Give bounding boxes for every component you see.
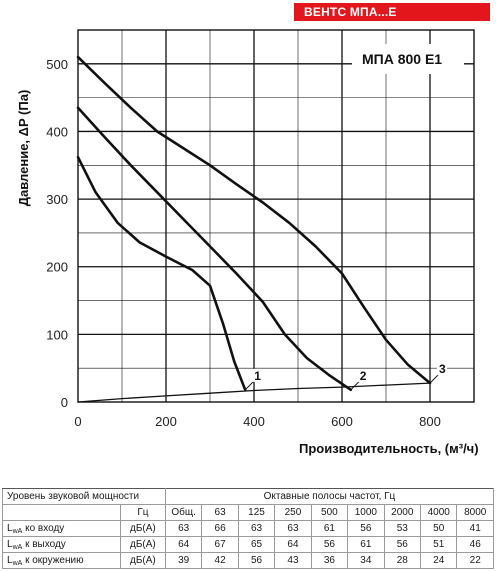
- table-cell: 50: [419, 520, 458, 537]
- x-tick-label: 0: [74, 414, 81, 429]
- table-header-band: 4000: [419, 504, 458, 521]
- y-axis-title: Давление, ΔP (Па): [16, 90, 31, 207]
- table-header-row: Гц Общ. 63 125 250 500 1000 2000 4000 8000: [2, 504, 494, 521]
- fan-curve-2: [76, 106, 353, 392]
- curve-label-1: 1: [254, 369, 261, 383]
- y-tick-label: 0: [61, 395, 68, 410]
- row-label: LwA к выходу: [2, 536, 121, 553]
- row-label: LwA к окружению: [2, 552, 121, 569]
- y-tick-label: 500: [46, 57, 68, 72]
- curve-label-bg: [357, 368, 368, 382]
- y-tick-label: 300: [46, 192, 68, 207]
- table-cell: 61: [347, 536, 385, 553]
- table-header-band: 250: [274, 504, 312, 521]
- table-cell: 61: [310, 520, 349, 537]
- table-cell: 34: [347, 552, 385, 569]
- y-tick-label: 200: [46, 260, 68, 275]
- table-row: LwA к выходу дБ(А) 64 67 65 64 56 61 56 51 46: [2, 536, 494, 553]
- table-bands-header: Октавные полосы частот, Гц: [164, 488, 495, 505]
- row-label: LwA ко входу: [2, 520, 121, 537]
- chart-curves: [76, 55, 432, 403]
- table-header-band: 63: [201, 504, 239, 521]
- row-unit: дБ(А): [119, 536, 166, 553]
- table-cell: 42: [201, 552, 239, 569]
- table-header-band: 1000: [347, 504, 385, 521]
- table-cell: 46: [456, 536, 494, 553]
- x-tick-label: 600: [331, 414, 353, 429]
- table-cell: 56: [383, 536, 421, 553]
- table-cell: 39: [164, 552, 203, 569]
- table-row: LwA ко входу дБ(А) 63 66 63 63 61 56 53 50 41: [2, 520, 494, 537]
- table-cell: 56: [347, 520, 385, 537]
- curve-label-2: 2: [360, 369, 367, 383]
- table-cell: 56: [310, 536, 349, 553]
- table-title: Уровень звуковой мощности: [2, 488, 166, 505]
- table-cell: 43: [274, 552, 312, 569]
- table-cell: 24: [419, 552, 458, 569]
- chart-title: МПА 800 Е1: [362, 51, 442, 67]
- fan-curve-1: [76, 155, 247, 392]
- table-cell: 64: [274, 536, 312, 553]
- x-tick-label: 400: [243, 414, 265, 429]
- table-cell: 53: [383, 520, 421, 537]
- table-header-band: 500: [310, 504, 349, 521]
- table-cell: 28: [383, 552, 421, 569]
- curve-label-bg: [437, 362, 447, 376]
- table-cell: 41: [456, 520, 494, 537]
- x-axis-title: Производительность, (м³/ч): [299, 441, 479, 456]
- table-header-band: 8000: [456, 504, 494, 521]
- table-cell: 36: [310, 552, 349, 569]
- table-header-unit: Гц: [119, 504, 166, 521]
- fan-curve-3: [76, 55, 432, 385]
- pressure-flow-chart: 0 200 400 600 800 0 100 200 300 400 500 1 2 3 МПА 80…: [16, 29, 479, 456]
- network-curve: [77, 382, 431, 403]
- sound-power-table: Уровень звуковой мощности Октавные полос…: [2, 488, 495, 569]
- table-cell: 63: [274, 520, 312, 537]
- table-row: LwA к окружению дБ(А) 39 42 56 43 36 34 28 24 22: [2, 552, 494, 569]
- curve-label-leader: [350, 381, 360, 391]
- series-badge: ВЕНТС МПА...Е: [294, 3, 490, 21]
- table-title-row: Уровень звуковой мощности Октавные полос…: [2, 488, 495, 505]
- table-cell: 65: [237, 536, 276, 553]
- table-cell: 56: [237, 552, 276, 569]
- curve-label-3: 3: [439, 362, 446, 376]
- table-cell: 67: [201, 536, 239, 553]
- chart-ticks: 0 200 400 600 800 0 100 200 300 400 500: [46, 57, 441, 429]
- row-unit: дБ(А): [119, 552, 166, 569]
- x-tick-label: 200: [155, 414, 177, 429]
- model-label-box: [352, 44, 464, 74]
- chart-grid: [77, 29, 475, 403]
- table-header-band: Общ.: [164, 504, 203, 521]
- table-cell: 63: [164, 520, 203, 537]
- chart-curve-labels: 1 2 3: [244, 362, 447, 391]
- table-cell: 63: [237, 520, 276, 537]
- table-cell: 66: [201, 520, 239, 537]
- row-unit: дБ(А): [119, 520, 166, 537]
- curve-label-leader: [244, 381, 254, 391]
- y-tick-label: 100: [46, 327, 68, 342]
- table-cell: 51: [419, 536, 458, 553]
- x-tick-label: 800: [419, 414, 441, 429]
- plot-frame: [77, 29, 475, 403]
- table-header-band: 125: [237, 504, 276, 521]
- table-cell: 22: [456, 552, 494, 569]
- curve-label-leader: [429, 374, 439, 384]
- table-cell: 64: [164, 536, 203, 553]
- curve-label-bg: [252, 368, 263, 382]
- table-header-empty: [2, 504, 121, 521]
- y-tick-label: 400: [46, 124, 68, 139]
- table-header-band: 2000: [383, 504, 421, 521]
